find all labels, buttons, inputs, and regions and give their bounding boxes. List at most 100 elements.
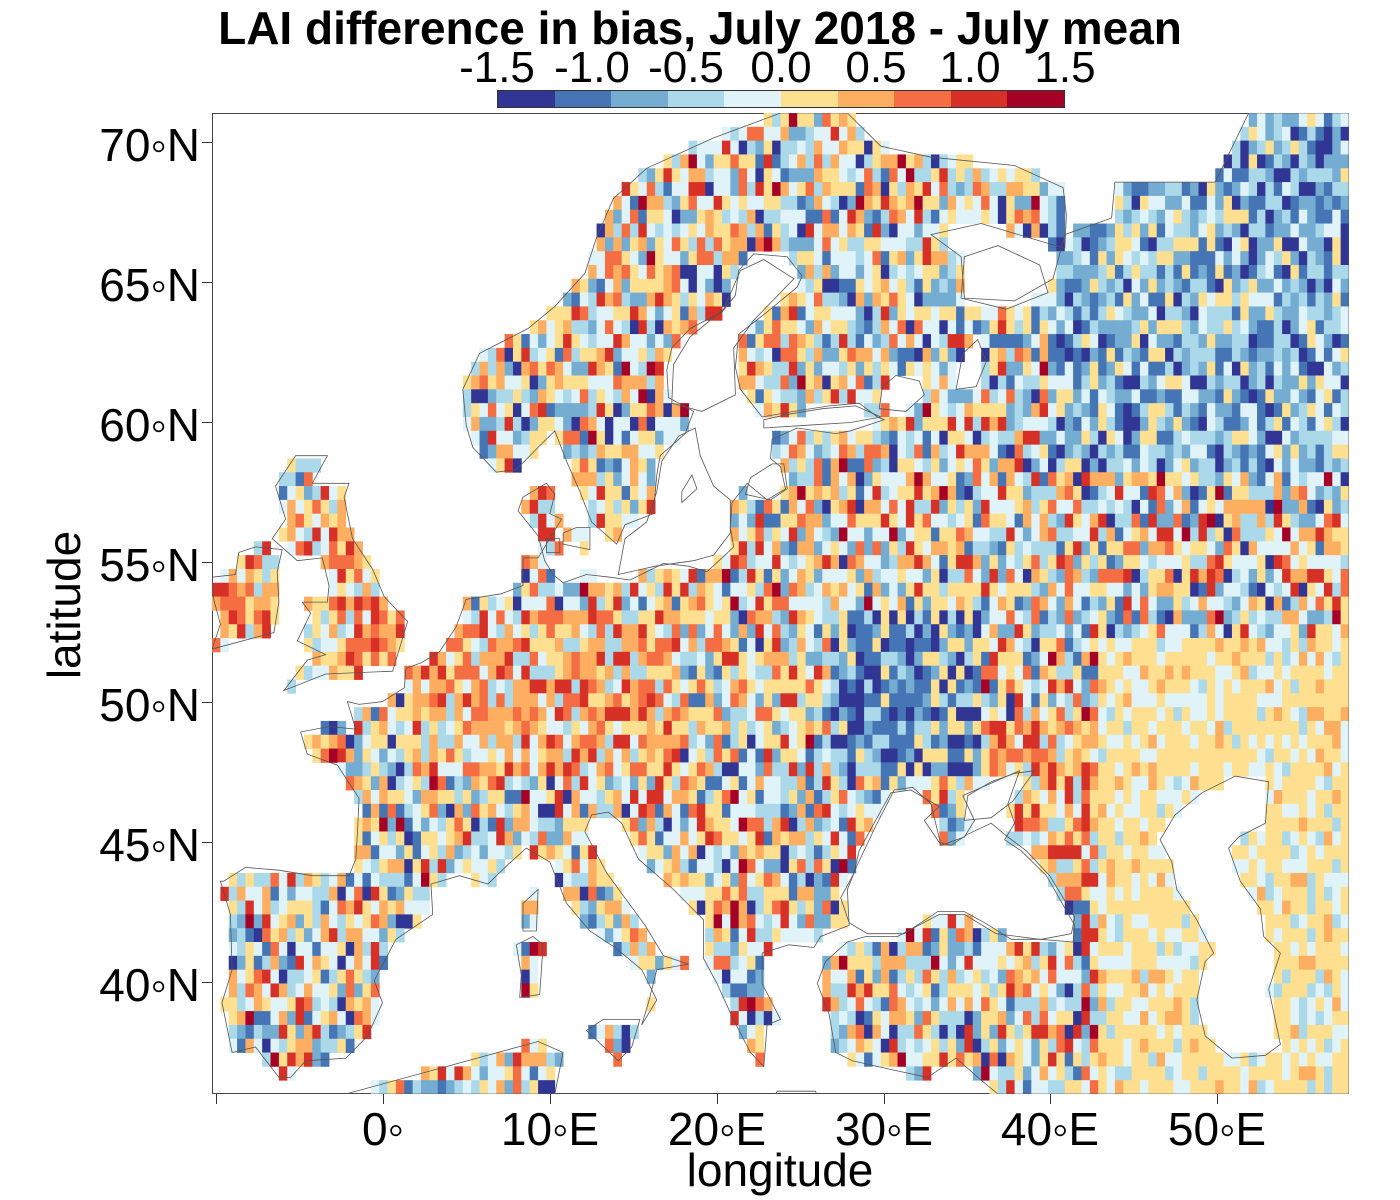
lai-grid-cell [1022,168,1032,183]
lai-grid-cell [897,734,907,749]
lai-grid-cell [813,720,823,736]
lai-grid-cell [604,251,614,266]
lai-grid-cell [713,555,723,570]
lai-grid-cell [521,720,531,736]
lai-grid-cell [253,596,263,611]
lai-grid-cell [839,292,848,307]
lai-grid-cell [1298,251,1308,266]
lai-grid-cell [655,790,664,805]
lai-grid-cell [855,499,865,515]
lai-grid-cell [1156,499,1166,515]
lai-grid-cell [822,665,832,680]
lai-grid-cell [813,140,823,155]
lai-grid-cell [1089,845,1099,860]
lai-grid-cell [504,734,514,749]
lai-grid-cell [1265,237,1275,252]
europe-lai-map [212,113,1349,1094]
lai-grid-cell [546,375,556,390]
lai-grid-cell [1257,430,1266,446]
lai-grid-cell [630,292,639,307]
lai-grid-cell [1114,665,1124,680]
lai-grid-cell [404,803,414,819]
lai-grid-cell [630,831,639,846]
lai-grid-cell [1123,389,1133,404]
lai-grid-cell [1139,513,1149,528]
lai-grid-cell [496,458,506,473]
lai-grid-cell [1265,486,1275,501]
lai-grid-cell [1282,209,1291,224]
lai-grid-cell [638,624,648,639]
lai-grid-cell [930,582,940,597]
lai-grid-cell [972,720,982,736]
lai-grid-cell [1089,817,1099,832]
lai-grid-cell [1131,707,1141,722]
lai-grid-cell [253,582,263,597]
lai-grid-cell [563,582,572,597]
lai-grid-cell [822,264,832,280]
lai-grid-cell [471,803,480,819]
lai-grid-cell [1315,499,1325,515]
lai-grid-cell [847,223,857,238]
lai-grid-cell [379,790,388,805]
lai-grid-cell [905,361,915,376]
lai-grid-cell [1081,541,1091,556]
lai-grid-cell [563,292,572,307]
lai-grid-cell [554,361,564,376]
lai-grid-cell [922,403,932,418]
lai-grid-cell [905,458,915,473]
lai-grid-cell [855,278,865,294]
lai-grid-cell [705,845,715,860]
lai-grid-cell [772,651,781,667]
lai-grid-cell [797,679,806,694]
lai-grid-cell [788,320,798,335]
lai-grid-cell [1257,251,1266,266]
lai-grid-cell [1148,251,1158,266]
lai-grid-cell [1290,209,1300,224]
lai-grid-cell [663,292,673,307]
lai-grid-cell [956,734,965,749]
lai-grid-cell [1039,527,1049,542]
lai-grid-cell [487,817,497,832]
lai-grid-cell [1114,596,1124,611]
lai-grid-cell [1114,707,1124,722]
lai-grid-cell [688,306,698,321]
lai-grid-cell [1273,292,1283,307]
lai-grid-cell [713,209,723,224]
lai-grid-cell [947,831,957,846]
lai-grid-cell [1056,361,1066,376]
lai-grid-cell [1215,679,1224,694]
lai-grid-cell [1223,762,1233,777]
lai-grid-cell [1265,803,1275,819]
lai-grid-cell [604,223,614,238]
lai-grid-cell [721,638,731,653]
lai-grid-cell [780,734,790,749]
lai-grid-cell [947,389,957,404]
lai-grid-cell [1273,361,1283,376]
lai-grid-cell [1307,389,1316,404]
lai-grid-cell [930,776,940,791]
lai-grid-cell [630,679,639,694]
lai-grid-cell [780,555,790,570]
lai-grid-cell [688,223,698,238]
lai-grid-cell [1215,292,1224,307]
lai-grid-cell [680,734,689,749]
lai-grid-cell [839,140,848,155]
lai-grid-cell [613,278,623,294]
lai-grid-cell [864,486,873,501]
lai-grid-cell [1332,209,1342,224]
lai-grid-cell [437,817,447,832]
lai-grid-cell [1081,845,1091,860]
lai-grid-cell [588,568,597,584]
lai-grid-cell [1206,251,1216,266]
lai-grid-cell [747,596,756,611]
lai-grid-cell [905,347,915,363]
lai-grid-cell [404,734,414,749]
lai-grid-cell [345,734,355,749]
lai-grid-cell [839,182,848,197]
lai-grid-cell [638,403,648,418]
lai-grid-cell [864,651,873,667]
lai-grid-cell [914,610,924,625]
lai-grid-cell [1106,720,1116,736]
lai-grid-cell [1315,347,1325,363]
lai-grid-cell [1231,209,1241,224]
